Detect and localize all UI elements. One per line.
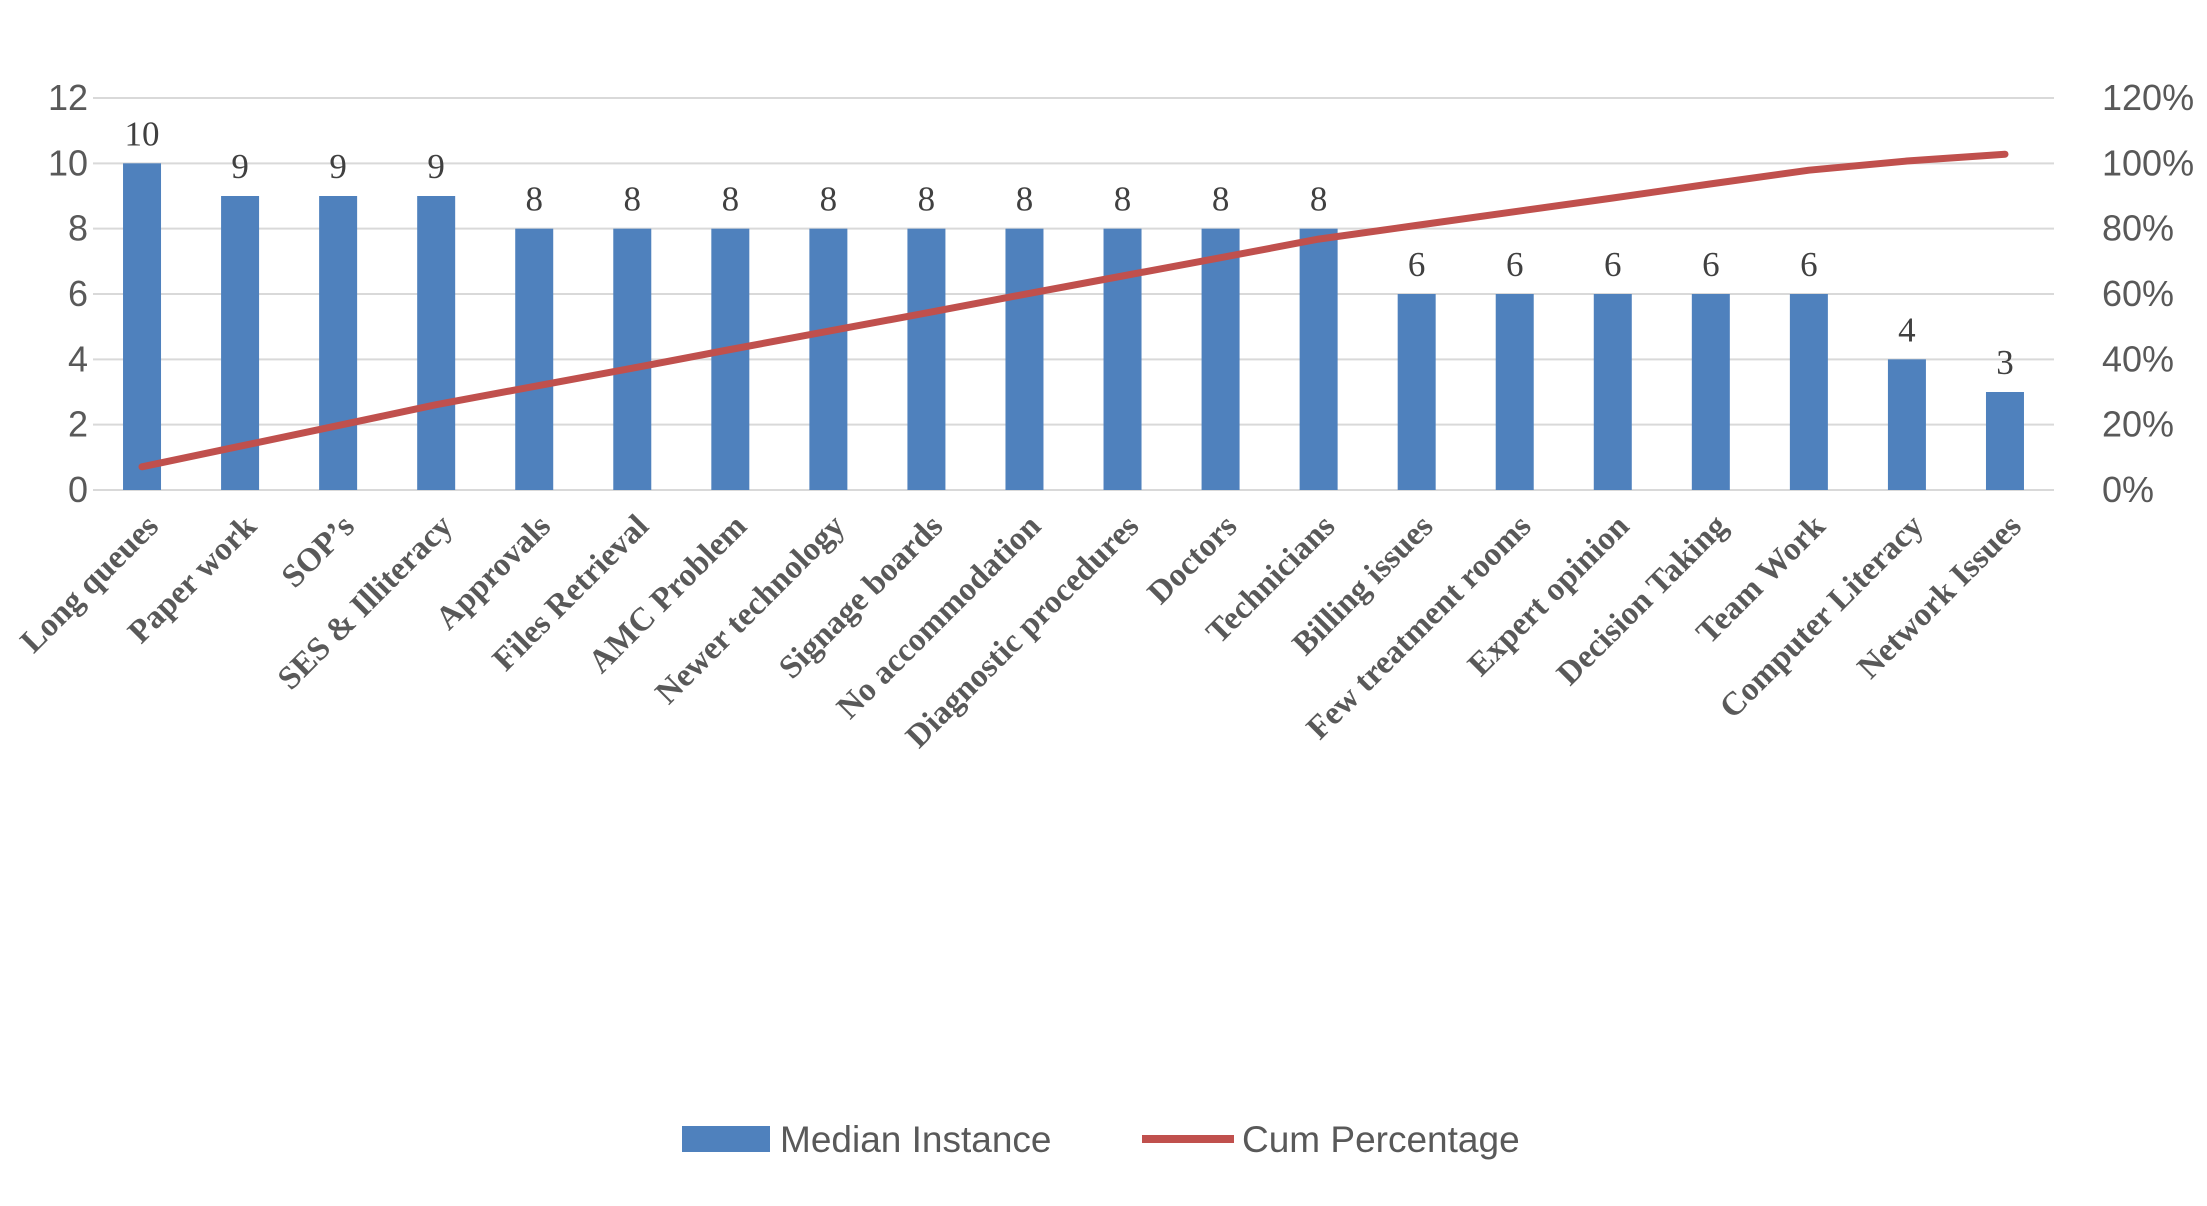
bar-data-label: 8 [1114, 180, 1132, 219]
bar-data-label: 8 [525, 180, 543, 219]
bar [1201, 228, 1240, 490]
bar [907, 228, 946, 490]
y-right-tick-label: 80% [2102, 208, 2174, 249]
bar-data-label: 8 [624, 180, 642, 219]
line-series [138, 150, 2009, 471]
category-label: Decision Taking [1550, 508, 1735, 693]
bar [1691, 294, 1730, 490]
bar-data-label: 8 [1016, 180, 1034, 219]
y-left-tick-label: 2 [68, 404, 88, 445]
category-label: SES & Illiteracy [271, 508, 460, 697]
y-right-tick-label: 20% [2102, 404, 2174, 445]
y-left-tick-label: 6 [68, 273, 88, 314]
bar-data-label: 9 [329, 147, 347, 186]
bar [809, 228, 848, 490]
bar-data-label: 9 [231, 147, 249, 186]
legend-label: Median Instance [780, 1119, 1052, 1160]
bar [1985, 392, 2024, 490]
bar-data-label: 8 [820, 180, 838, 219]
grid-layer [93, 97, 2054, 491]
bar [1495, 294, 1534, 490]
bar-data-label: 8 [918, 180, 936, 219]
bar [1005, 228, 1044, 490]
y-right-tick-label: 0% [2102, 469, 2154, 510]
y-left-tick-label: 8 [68, 208, 88, 249]
bar [613, 228, 652, 490]
bar [1593, 294, 1632, 490]
bar [123, 163, 162, 491]
bar-data-label: 6 [1800, 245, 1818, 284]
bar-data-label: 8 [1310, 180, 1328, 219]
left-axis: 0 2 4 6 8 10 12 [48, 77, 88, 510]
legend-label: Cum Percentage [1242, 1119, 1520, 1160]
y-right-tick-label: 40% [2102, 338, 2174, 379]
bar-data-label: 3 [1996, 343, 2014, 382]
bar-data-label: 9 [427, 147, 445, 186]
bar [515, 228, 554, 490]
bar-data-label: 6 [1506, 245, 1524, 284]
data-labels: 10 9 9 9 8 8 8 8 8 8 8 8 8 6 6 6 6 6 4 3 [125, 114, 2014, 382]
cum-percentage-line [138, 150, 2009, 471]
bar [417, 196, 456, 490]
legend-bar-swatch [682, 1126, 770, 1152]
y-right-tick-label: 100% [2102, 142, 2194, 183]
category-label: SOP’s [275, 508, 362, 595]
y-right-tick-label: 60% [2102, 273, 2174, 314]
bar-data-label: 6 [1408, 245, 1426, 284]
bar-series [123, 163, 2024, 491]
bar-data-label: 6 [1604, 245, 1622, 284]
bar-data-label: 4 [1898, 310, 1916, 349]
y-left-tick-label: 0 [68, 469, 88, 510]
bar [1887, 359, 1926, 490]
bar [1103, 228, 1142, 490]
bar [1789, 294, 1828, 490]
y-left-tick-label: 12 [48, 77, 88, 118]
bar-data-label: 10 [125, 114, 160, 153]
bar [711, 228, 750, 490]
bar [1397, 294, 1436, 490]
bar-data-label: 6 [1702, 245, 1720, 284]
y-right-tick-label: 120% [2102, 77, 2194, 118]
bar-data-label: 8 [1212, 180, 1230, 219]
y-left-tick-label: 4 [68, 338, 88, 379]
right-axis: 0% 20% 40% 60% 80% 100% 120% [2102, 77, 2194, 510]
legend: Median Instance Cum Percentage [682, 1119, 1520, 1160]
bar [319, 196, 358, 490]
bar [1299, 228, 1338, 490]
bar-data-label: 8 [722, 180, 740, 219]
y-left-tick-label: 10 [48, 142, 88, 183]
